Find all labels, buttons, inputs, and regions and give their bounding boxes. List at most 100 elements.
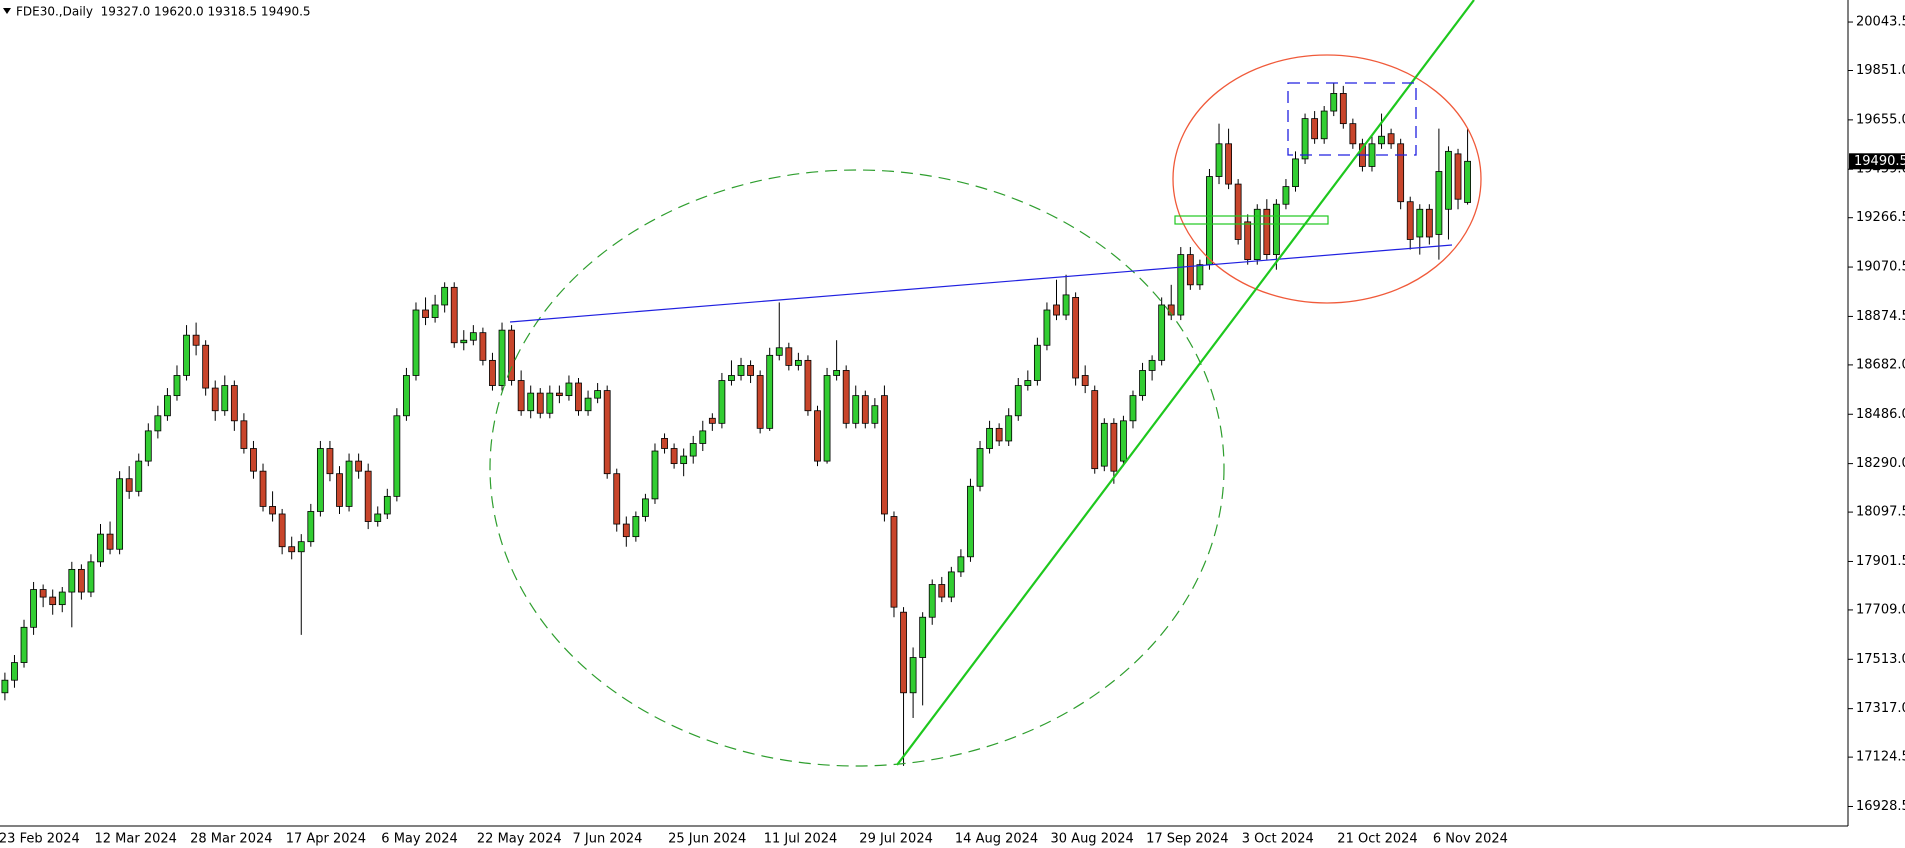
candle-body xyxy=(211,387,219,412)
candle-body xyxy=(116,478,124,550)
x-tick-label: 25 Jun 2024 xyxy=(668,832,746,847)
red-ellipse xyxy=(1172,54,1482,304)
x-tick-label: 3 Oct 2024 xyxy=(1242,832,1314,847)
candle-body xyxy=(422,309,429,318)
candle-body xyxy=(1014,385,1022,417)
candle-body xyxy=(622,523,630,538)
candle-body xyxy=(1320,110,1328,140)
candle-body xyxy=(957,556,965,573)
candle-body xyxy=(20,626,28,663)
candle-body xyxy=(1120,420,1127,462)
candle-body xyxy=(575,382,582,412)
candle-body xyxy=(1110,422,1118,472)
candle-body xyxy=(852,395,860,424)
candle-body xyxy=(230,385,238,422)
candle-body xyxy=(431,304,439,318)
candle-body xyxy=(173,375,181,397)
candle-body xyxy=(307,511,315,543)
candle-body xyxy=(661,438,668,449)
candle-body xyxy=(1053,304,1060,316)
y-tick-label: 17317.0 xyxy=(1856,701,1905,716)
candle-body xyxy=(412,309,420,376)
candle-body xyxy=(1072,297,1080,379)
candle-body xyxy=(316,448,324,512)
candle-body xyxy=(861,395,869,424)
x-tick-label: 29 Jul 2024 xyxy=(859,832,933,847)
candle-body xyxy=(393,415,401,497)
candle-body xyxy=(775,347,783,356)
x-tick-label: 12 Mar 2024 xyxy=(95,832,177,847)
candle-body xyxy=(603,390,611,475)
candle-body xyxy=(49,596,57,606)
candle-body xyxy=(479,332,487,361)
y-tick-label: 19266.5 xyxy=(1856,210,1905,225)
candle-body xyxy=(804,359,812,412)
candle-body xyxy=(613,473,621,525)
x-tick-label: 23 Feb 2024 xyxy=(0,832,80,847)
candle-body xyxy=(508,329,515,381)
candle-body xyxy=(986,427,993,449)
candle-body xyxy=(1196,264,1204,286)
x-tick-label: 28 Mar 2024 xyxy=(190,832,272,847)
candle-body xyxy=(1024,380,1032,386)
candle-body xyxy=(489,359,496,386)
candle-body xyxy=(1081,375,1089,386)
candle-body xyxy=(383,495,391,515)
candle-body xyxy=(355,460,363,472)
candle-body xyxy=(450,286,458,344)
candle-body xyxy=(221,385,229,412)
candle-body xyxy=(77,568,85,593)
x-tick-label: 21 Oct 2024 xyxy=(1337,832,1417,847)
candle-body xyxy=(135,460,143,492)
candle-body xyxy=(976,448,984,487)
candle-body xyxy=(1445,150,1452,210)
x-tick-label: 30 Aug 2024 xyxy=(1051,832,1134,847)
candle-body xyxy=(670,448,678,465)
candle-body xyxy=(364,470,372,522)
y-tick-label: 17709.0 xyxy=(1856,602,1905,617)
candle-body xyxy=(747,365,754,376)
candle-body xyxy=(1339,93,1347,125)
candle-body xyxy=(1234,183,1242,240)
drawings xyxy=(489,0,1482,767)
candle-body xyxy=(1330,93,1338,112)
candle-body xyxy=(326,448,334,475)
candle-body xyxy=(164,395,171,417)
candle-body xyxy=(278,513,286,548)
y-tick-label: 18290.0 xyxy=(1856,456,1905,471)
candle-body xyxy=(39,589,47,598)
candle-body xyxy=(1416,208,1424,238)
candle-body xyxy=(1387,133,1395,145)
candle-body xyxy=(536,392,544,414)
y-tick-label: 17124.5 xyxy=(1856,750,1905,765)
candle-body xyxy=(1378,135,1385,145)
candle-body xyxy=(336,473,343,507)
candle-body xyxy=(766,354,774,429)
y-tick-label: 17513.0 xyxy=(1856,652,1905,667)
candle-body xyxy=(1043,309,1051,346)
candle-body xyxy=(68,568,76,593)
candle-body xyxy=(1129,395,1137,422)
candle-body xyxy=(1148,359,1156,371)
candle-body xyxy=(1368,143,1376,167)
chart-header: FDE30.,Daily 19327.0 19620.0 19318.5 194… xyxy=(16,5,311,19)
y-tick-label: 18097.5 xyxy=(1856,505,1905,520)
y-tick-label: 19070.5 xyxy=(1856,260,1905,275)
plot-area xyxy=(1,83,1471,766)
menu-triangle xyxy=(3,8,11,14)
candle-body xyxy=(728,375,735,381)
candle-body xyxy=(527,392,535,412)
candle-body xyxy=(125,478,133,492)
candle-body xyxy=(1406,201,1414,240)
candle-body xyxy=(374,513,382,522)
candle-body xyxy=(1397,143,1405,203)
candle-body xyxy=(1435,171,1443,235)
candle-body xyxy=(1225,143,1232,185)
candle-body xyxy=(269,506,276,515)
candle-body xyxy=(1272,203,1280,255)
candle-body xyxy=(947,571,955,598)
candle-body xyxy=(517,380,525,412)
x-tick-label: 6 May 2024 xyxy=(381,832,458,847)
candle-body xyxy=(995,427,1003,442)
